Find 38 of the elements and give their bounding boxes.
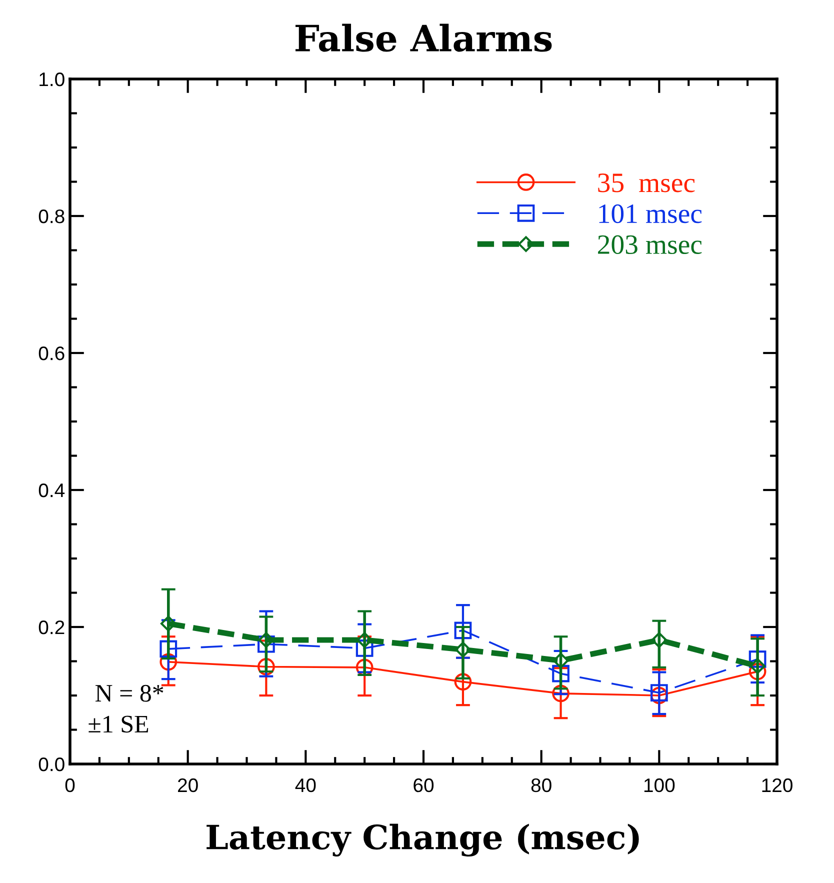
point	[748, 650, 766, 668]
point	[454, 673, 472, 690]
point	[356, 632, 373, 648]
point	[258, 658, 275, 676]
point	[160, 653, 178, 671]
y-tick-label: 0.6	[38, 346, 64, 360]
x-tick-label: 0	[65, 778, 75, 792]
legend-label: 203 msec	[598, 235, 702, 254]
annotation: N = 8*	[95, 684, 164, 702]
point	[651, 632, 668, 648]
point	[356, 640, 374, 657]
x-tick-label: 80	[531, 778, 552, 792]
y-tick-label: 0.0	[38, 757, 64, 772]
chart-title: False Alarms	[296, 24, 552, 52]
legend-label: 101 msec	[599, 204, 702, 224]
x-tick-label: 40	[295, 778, 316, 792]
x-tick-label: 60	[414, 778, 434, 792]
y-tick-label: 0.8	[38, 209, 64, 224]
y-tick-label: 0.2	[38, 620, 64, 634]
point	[552, 652, 569, 668]
annotation: ±1 SE	[88, 716, 148, 733]
point	[650, 684, 668, 702]
point	[160, 616, 176, 632]
point	[455, 642, 471, 658]
point	[748, 662, 766, 680]
x-axis-title: Latency Change (msec)	[206, 824, 639, 857]
point	[258, 635, 275, 653]
point	[454, 622, 472, 640]
y-tick-label: 1.0	[40, 72, 64, 86]
point	[552, 664, 570, 682]
x-tick-label: 100	[644, 778, 675, 792]
legend-label: 35 msec	[598, 174, 695, 192]
x-tick-label: 120	[762, 778, 792, 792]
point	[750, 658, 766, 674]
point	[160, 640, 178, 658]
y-tick-label: 0.4	[38, 483, 65, 498]
x-tick-label: 20	[178, 778, 198, 792]
point	[552, 684, 570, 702]
